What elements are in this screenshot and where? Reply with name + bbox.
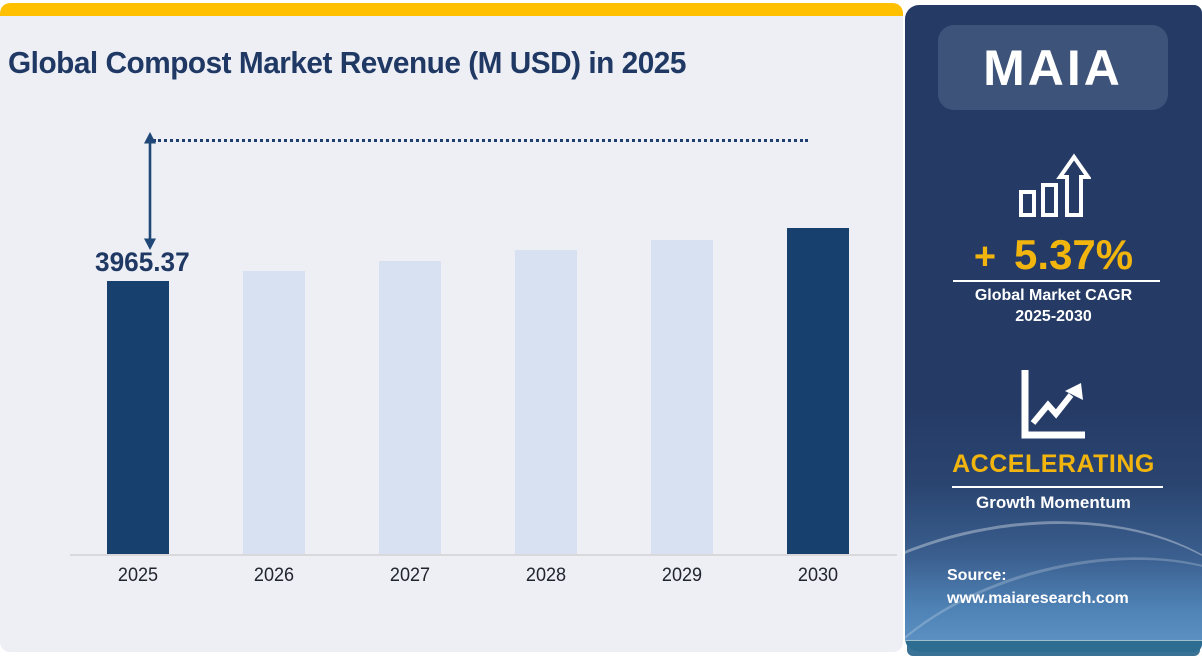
logo-text: MAIA: [983, 39, 1123, 96]
bar-2030: [787, 228, 849, 554]
bar-2028: [515, 250, 577, 554]
top-accent-bar: [0, 3, 903, 16]
x-axis-baseline: [70, 554, 897, 556]
x-axis-label-2030: 2030: [797, 565, 839, 586]
x-axis-label-2028: 2028: [525, 565, 567, 586]
dimension-arrow-icon: [144, 132, 156, 250]
reference-dotted-line: [153, 139, 808, 142]
bar-2027: [379, 261, 441, 554]
source-url: www.maiaresearch.com: [947, 590, 1129, 607]
plus-sign: +: [973, 236, 997, 278]
logo-badge: MAIA: [938, 25, 1168, 110]
momentum-label: Growth Momentum: [976, 493, 1131, 512]
sidebar-bottom-strip: [905, 640, 1202, 652]
bar-value-label-2025: 3965.37: [95, 247, 190, 277]
cagr-value: + 5.37%: [905, 231, 1202, 279]
sidebar: MAIA + 5.37% Global Market CAGR 2025-203…: [905, 5, 1202, 652]
bar-2029: [651, 240, 713, 554]
divider: [953, 280, 1160, 282]
x-axis-label-2027: 2027: [389, 565, 431, 586]
source-label: Source:: [947, 567, 1007, 584]
x-axis-label-2025: 2025: [117, 565, 159, 586]
line-chart-growth-icon: [1021, 370, 1085, 439]
bar-2026: [243, 271, 305, 554]
x-axis-label-2029: 2029: [661, 565, 703, 586]
x-axis-label-2026: 2026: [253, 565, 295, 586]
cagr-label-line2: 2025-2030: [1015, 308, 1092, 325]
divider: [952, 486, 1163, 488]
bars-layer: 2025 2026 2027 2028 2029 2030: [0, 3, 903, 652]
chart-title: Global Compost Market Revenue (M USD) in…: [8, 45, 686, 80]
bar-2025: [107, 281, 169, 554]
chart-panel: Global Compost Market Revenue (M USD) in…: [0, 3, 903, 652]
cagr-label-line1: Global Market CAGR: [974, 287, 1133, 304]
bar-chart-rising-icon: [1019, 153, 1091, 217]
cagr-percent: 5.37%: [1014, 231, 1134, 278]
momentum-word: ACCELERATING: [952, 450, 1155, 478]
